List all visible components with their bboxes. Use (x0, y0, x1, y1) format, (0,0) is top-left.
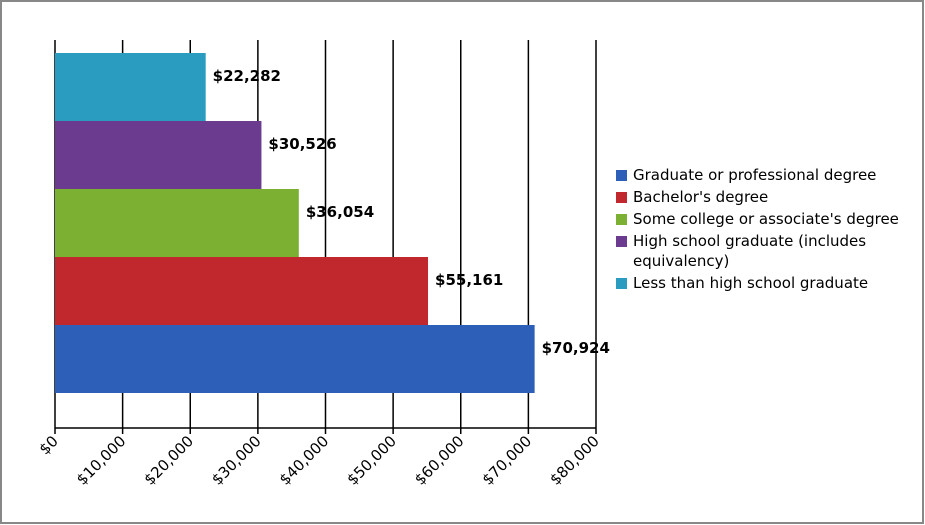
x-tick-label: $60,000 (411, 432, 468, 489)
value-label: $30,526 (268, 135, 336, 153)
legend-swatch (616, 192, 627, 203)
legend-swatch (616, 170, 627, 181)
bar (55, 189, 299, 257)
x-tick-label: $50,000 (343, 432, 400, 489)
value-label: $22,282 (213, 67, 281, 85)
x-tick-label: $30,000 (208, 432, 265, 489)
legend-item: Graduate or professional degree (616, 165, 916, 185)
legend-item: High school graduate (includes equivalen… (616, 231, 916, 271)
legend-swatch (616, 278, 627, 289)
x-tick-label: $20,000 (140, 432, 197, 489)
legend: Graduate or professional degree Bachelor'… (616, 165, 916, 295)
x-tick-label: $10,000 (73, 432, 130, 489)
value-label: $36,054 (306, 203, 374, 221)
legend-item: Less than high school graduate (616, 273, 916, 293)
x-tick-label: $80,000 (546, 432, 603, 489)
x-tick-label: $0 (36, 432, 62, 458)
legend-label: Graduate or professional degree (633, 166, 877, 184)
bar (55, 53, 206, 121)
legend-label: High school graduate (includes equivalen… (633, 232, 867, 270)
bar (55, 121, 262, 189)
legend-label: Less than high school graduate (633, 274, 869, 292)
legend-swatch (616, 214, 627, 225)
x-tick-label: $40,000 (276, 432, 333, 489)
value-label: $55,161 (435, 271, 503, 289)
x-tick-label: $70,000 (479, 432, 536, 489)
bar (55, 325, 535, 393)
legend-item: Some college or associate's degree (616, 209, 916, 229)
legend-item: Bachelor's degree (616, 187, 916, 207)
value-label: $70,924 (542, 339, 610, 357)
legend-label: Bachelor's degree (633, 188, 769, 206)
legend-swatch (616, 236, 627, 247)
legend-label: Some college or associate's degree (633, 210, 899, 228)
bar (55, 257, 429, 325)
